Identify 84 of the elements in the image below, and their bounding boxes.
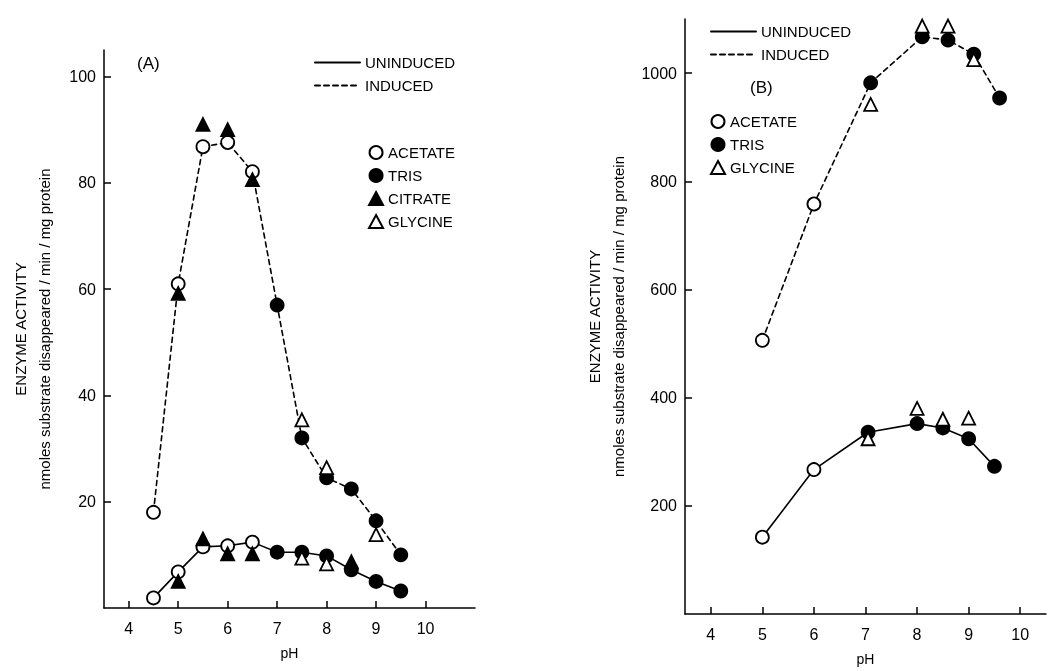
point [245, 172, 260, 188]
point [935, 411, 951, 427]
point [195, 531, 211, 547]
y-axis-title: ENZYME ACTIVITY nmoles substrate disappeared / min / mg protein [11, 168, 53, 490]
point [368, 527, 384, 543]
point [368, 574, 384, 589]
x-axis-title: pH [280, 645, 299, 661]
x-tick-label: 4 [124, 619, 134, 637]
x-tick-label: 6 [809, 625, 819, 643]
x-tick-label: 10 [416, 619, 435, 637]
point [220, 122, 236, 138]
point [863, 75, 879, 91]
point [269, 544, 285, 560]
x-tick-label: 6 [223, 619, 233, 637]
point [146, 590, 161, 606]
x-tick-label: 7 [861, 625, 871, 643]
point [987, 458, 1002, 474]
point [343, 554, 359, 570]
point [170, 564, 186, 580]
x-axis-title: pH [856, 651, 875, 667]
legend-label: TRIS [388, 167, 423, 184]
point [961, 431, 977, 447]
y-axis-title: ENZYME ACTIVITY nmoles substrate disappeared / min / mg protein [586, 156, 628, 477]
point [170, 574, 186, 589]
point [245, 546, 260, 562]
point [319, 460, 334, 476]
point [806, 196, 822, 212]
point [368, 513, 384, 529]
legend-label: TRIS [730, 136, 765, 153]
point [195, 139, 211, 155]
y-tick-label: 80 [78, 174, 97, 192]
x-tick-label: 7 [272, 619, 282, 637]
point [170, 285, 186, 301]
legend-label: ACETATE [388, 144, 455, 161]
y-tick-label: 20 [78, 493, 97, 511]
y-tick-label: 600 [650, 280, 678, 298]
point [245, 534, 260, 550]
y-tick-label: 60 [78, 280, 97, 298]
x-tick-label: 5 [757, 625, 767, 643]
point [940, 18, 956, 34]
point [909, 416, 925, 431]
point [220, 546, 236, 562]
legend-label: GLYCINE [730, 159, 795, 176]
x-tick-label: 5 [173, 619, 183, 637]
point [393, 547, 409, 563]
point [294, 412, 310, 428]
point [269, 297, 285, 313]
legend-label: GLYCINE [388, 213, 453, 230]
x-tick-label: 9 [964, 625, 974, 643]
point [170, 276, 186, 292]
y-tick-label: 400 [650, 389, 678, 407]
point [863, 97, 879, 112]
legend-label: UNINDUCED [761, 23, 852, 40]
point [961, 410, 977, 426]
point [393, 583, 409, 599]
point [220, 135, 236, 150]
point [992, 90, 1007, 106]
y-tick-label: 100 [69, 68, 97, 86]
point [146, 504, 161, 520]
text: (B) [750, 78, 773, 97]
chart-title: (A) [137, 54, 160, 73]
point [195, 117, 211, 132]
x-tick-label: 8 [912, 625, 922, 643]
y-tick-label: 800 [650, 172, 678, 190]
y-tick-label: 40 [78, 386, 97, 404]
point [940, 32, 956, 48]
x-tick-label: 9 [371, 619, 381, 637]
x-tick-label: 4 [706, 625, 716, 643]
legend-label: ACETATE [730, 113, 797, 130]
point [754, 529, 770, 545]
point [754, 332, 770, 348]
point [914, 18, 930, 34]
point [294, 430, 310, 446]
legend-label: INDUCED [365, 77, 434, 94]
x-tick-label: 10 [1011, 625, 1030, 643]
legend-label: UNINDUCED [365, 54, 456, 71]
point [909, 401, 925, 416]
x-tick-label: 8 [322, 619, 332, 637]
y-tick-label: 1000 [641, 64, 678, 82]
legend-label: CITRATE [388, 190, 452, 207]
point [343, 481, 359, 497]
y-tick-label: 200 [650, 497, 678, 515]
point [806, 462, 822, 477]
legend-label: INDUCED [761, 46, 830, 63]
